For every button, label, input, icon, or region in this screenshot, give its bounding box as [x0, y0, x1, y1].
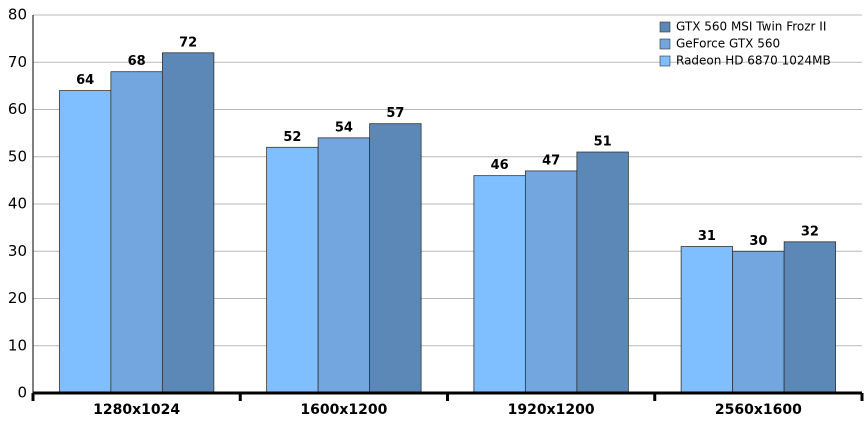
x-tick-label: 1920x1200 [508, 402, 595, 418]
bar [266, 146, 319, 394]
data-label: 57 [386, 106, 404, 121]
bar [369, 123, 422, 394]
bar [110, 71, 163, 394]
y-tick-label: 80 [8, 6, 27, 24]
bar [576, 151, 629, 394]
legend-label: Radeon HD 6870 1024MB [676, 54, 831, 68]
y-tick-label: 60 [8, 100, 27, 118]
x-tick-label: 2560x1600 [715, 402, 802, 418]
y-tick-label: 0 [17, 384, 27, 402]
bar [473, 175, 526, 394]
y-tick-label: 50 [8, 147, 27, 165]
y-tick-label: 10 [8, 336, 27, 354]
bar [161, 52, 215, 394]
bar [732, 250, 785, 394]
legend-label: GTX 560 MSI Twin Frozr II [676, 20, 826, 34]
data-label: 32 [801, 224, 819, 239]
legend-label: GeForce GTX 560 [676, 37, 780, 51]
y-tick-label: 20 [8, 289, 27, 307]
data-label: 46 [491, 158, 509, 173]
data-label: 64 [76, 73, 94, 88]
y-tick-label: 30 [8, 242, 27, 260]
x-tick-label: 1600x1200 [300, 402, 387, 418]
data-label: 54 [335, 120, 353, 135]
y-tick-label: 40 [8, 195, 27, 213]
bar [317, 137, 371, 394]
bar [783, 241, 837, 394]
data-label: 47 [542, 153, 560, 168]
data-label: 30 [749, 234, 767, 249]
y-tick-label: 70 [8, 53, 27, 71]
data-label: 31 [698, 229, 716, 244]
x-tick-label: 1280x1024 [93, 402, 180, 418]
bar [524, 170, 578, 394]
data-label: 51 [594, 135, 612, 150]
legend-swatch [659, 38, 671, 50]
data-label: 68 [128, 54, 146, 69]
data-label: 72 [179, 35, 197, 50]
legend-swatch [659, 21, 671, 33]
legend-swatch [659, 55, 671, 67]
bar [680, 246, 734, 394]
data-label: 52 [283, 130, 301, 145]
bar [58, 90, 112, 394]
